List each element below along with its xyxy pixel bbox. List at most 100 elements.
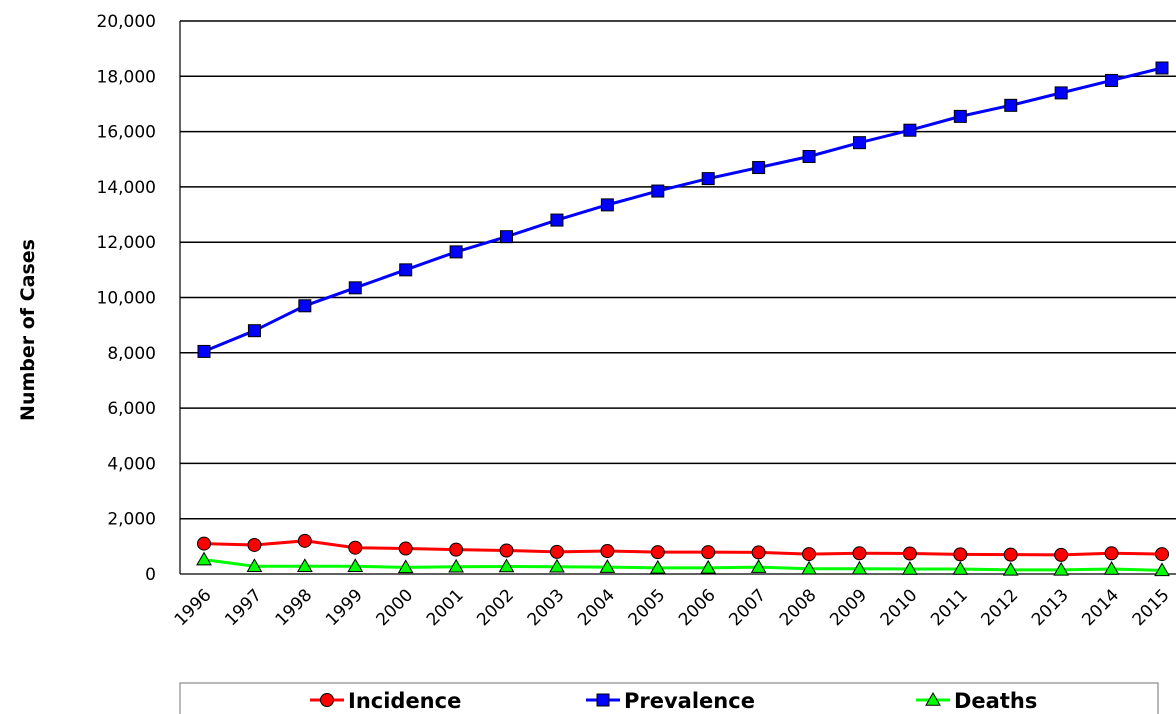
incidence-point xyxy=(1104,546,1119,561)
deaths-point xyxy=(1154,562,1170,577)
x-tick-label: 2009 xyxy=(826,585,871,630)
series-group xyxy=(196,61,1170,577)
deaths-point xyxy=(649,559,666,574)
legend-item-prevalence: Prevalence xyxy=(586,689,755,713)
deaths-point xyxy=(246,558,263,573)
y-tick-labels: 0 2,000 4,000 6,000 8,000 10,000 12,000 14,000 1… xyxy=(97,12,156,585)
prevalence-point xyxy=(500,230,514,244)
x-tick-label: 2000 xyxy=(372,585,417,630)
x-tick-label: 2013 xyxy=(1028,585,1073,630)
deaths-point xyxy=(397,559,414,574)
series-deaths xyxy=(196,551,1170,577)
series-line-prevalence xyxy=(203,66,1163,353)
incidence-point xyxy=(197,536,211,551)
prevalence-point xyxy=(600,198,614,212)
deaths-point xyxy=(599,559,616,573)
prevalence-point xyxy=(449,245,463,259)
y-tick-label: 12,000 xyxy=(97,233,156,253)
gridlines xyxy=(180,20,1176,520)
prevalence-point xyxy=(651,184,665,198)
prevalence-point xyxy=(550,213,564,227)
series-line-deaths xyxy=(203,558,1163,572)
x-tick-label: 1998 xyxy=(272,585,317,630)
legend-label: Deaths xyxy=(954,689,1037,713)
incidence-point xyxy=(247,537,262,552)
prevalence-point xyxy=(852,136,866,150)
x-tick-label: 2011 xyxy=(927,585,972,630)
legend-item-deaths: Deaths xyxy=(916,689,1037,713)
deaths-point xyxy=(549,558,565,573)
incidence-point xyxy=(499,543,514,558)
y-tick-label: 2,000 xyxy=(107,510,156,530)
x-tick-label: 2014 xyxy=(1078,585,1123,630)
incidence-point xyxy=(902,546,917,561)
prevalence-point xyxy=(348,281,362,295)
incidence-point xyxy=(701,545,716,560)
deaths-point xyxy=(1002,561,1019,576)
x-tick-label: 2008 xyxy=(776,585,821,630)
deaths-point xyxy=(801,560,817,575)
prevalence-point xyxy=(1105,73,1119,87)
incidence-point xyxy=(802,547,817,562)
y-tick-label: 20,000 xyxy=(97,12,156,32)
y-tick-label: 18,000 xyxy=(97,67,156,87)
legend-item-incidence: Incidence xyxy=(310,689,461,713)
incidence-point xyxy=(449,542,464,557)
x-tick-label: 2012 xyxy=(978,585,1023,630)
x-tick-label: 2001 xyxy=(423,585,468,630)
y-tick-label: 16,000 xyxy=(97,123,156,143)
incidence-point xyxy=(953,547,968,562)
deaths-point xyxy=(952,561,969,575)
incidence-point xyxy=(398,541,413,556)
legend-marker-incidence xyxy=(320,693,334,707)
prevalence-point xyxy=(197,344,211,358)
deaths-point xyxy=(902,561,918,575)
prevalence-point xyxy=(953,109,967,123)
incidence-point xyxy=(1003,547,1018,562)
deaths-point xyxy=(750,559,767,573)
y-tick-label: 0 xyxy=(145,565,156,585)
incidence-point xyxy=(852,546,867,561)
prevalence-point xyxy=(1054,86,1068,100)
y-tick-label: 14,000 xyxy=(97,178,156,198)
prevalence-point xyxy=(399,263,413,277)
x-tick-label: 2005 xyxy=(625,585,670,630)
x-tick-label: 2007 xyxy=(725,585,770,630)
prevalence-point xyxy=(247,324,261,338)
incidence-point xyxy=(751,545,766,560)
y-axis-label: Number of Cases xyxy=(17,239,39,421)
deaths-point xyxy=(498,558,515,573)
y-tick-label: 8,000 xyxy=(107,344,156,364)
incidence-point xyxy=(1155,547,1169,562)
prevalence-point xyxy=(1155,61,1169,75)
legend-marker-prevalence xyxy=(596,693,610,707)
x-tick-label: 2002 xyxy=(473,585,518,630)
legend-label: Prevalence xyxy=(624,689,755,713)
x-tick-label: 2015 xyxy=(1129,585,1174,630)
x-tick-label: 1999 xyxy=(322,585,367,630)
deaths-point xyxy=(296,558,313,573)
legend: Incidence Prevalence Deaths xyxy=(179,682,1159,714)
deaths-point xyxy=(1103,561,1120,575)
series-prevalence xyxy=(197,61,1169,358)
deaths-point xyxy=(347,558,364,573)
x-tick-label: 2003 xyxy=(524,585,569,630)
series-incidence xyxy=(197,533,1169,562)
prevalence-point xyxy=(752,161,766,175)
incidence-point xyxy=(549,544,564,559)
deaths-point xyxy=(196,551,212,566)
x-tick-label: 2006 xyxy=(675,585,720,630)
x-tick-label: 2004 xyxy=(574,585,619,630)
x-tick-label: 1997 xyxy=(221,585,266,630)
y-tick-label: 4,000 xyxy=(107,454,156,474)
legend-label: Incidence xyxy=(348,689,461,713)
series-line-incidence xyxy=(203,539,1163,557)
x-tick-labels: 1996 1997 1998 1999 2000 2001 2002 2003 2004 2005… xyxy=(171,585,1174,630)
incidence-point xyxy=(348,540,363,555)
prevalence-point xyxy=(903,123,917,137)
x-tick-label: 2010 xyxy=(877,585,922,630)
deaths-point xyxy=(851,560,868,575)
legend-marker-deaths xyxy=(925,691,941,706)
deaths-point xyxy=(448,558,464,573)
